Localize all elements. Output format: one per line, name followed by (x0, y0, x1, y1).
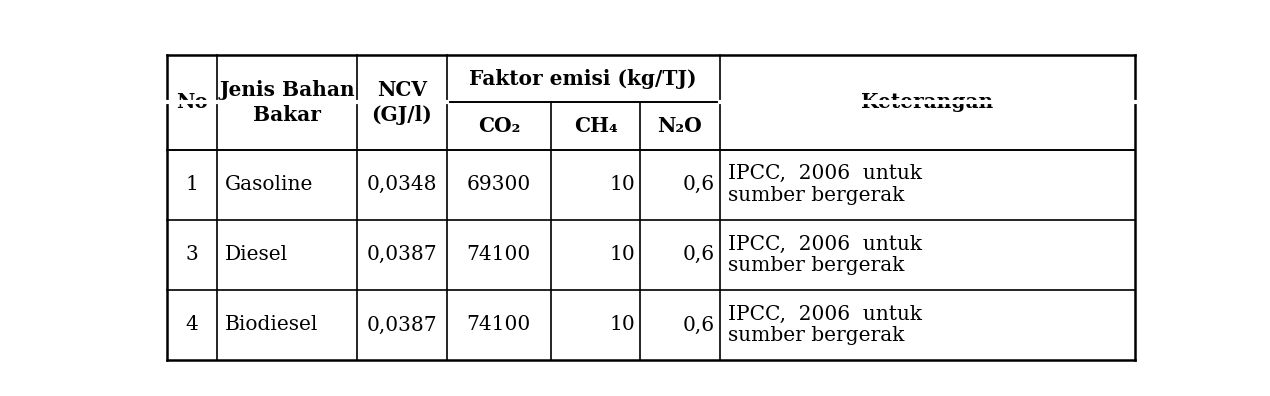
Text: sumber bergerak: sumber bergerak (728, 186, 904, 205)
Text: 1: 1 (185, 175, 198, 194)
Text: 69300: 69300 (466, 175, 531, 194)
Text: 74100: 74100 (466, 316, 531, 335)
Text: N₂O: N₂O (658, 116, 702, 136)
Text: 0,0387: 0,0387 (367, 246, 437, 265)
Text: NCV: NCV (377, 80, 427, 100)
Text: Jenis Bahan: Jenis Bahan (220, 80, 356, 100)
Text: 10: 10 (610, 316, 635, 335)
Text: 0,6: 0,6 (682, 175, 715, 194)
Text: (GJ/l): (GJ/l) (372, 105, 432, 125)
Text: 3: 3 (185, 246, 198, 265)
Text: Diesel: Diesel (225, 246, 288, 265)
Text: 10: 10 (610, 175, 635, 194)
Text: Gasoline: Gasoline (225, 175, 314, 194)
Text: 0,6: 0,6 (682, 316, 715, 335)
Text: Faktor emisi (kg/TJ): Faktor emisi (kg/TJ) (470, 69, 697, 89)
Text: sumber bergerak: sumber bergerak (728, 326, 904, 345)
Text: 10: 10 (610, 246, 635, 265)
Text: 0,0387: 0,0387 (367, 316, 437, 335)
Text: Biodiesel: Biodiesel (225, 316, 319, 335)
Text: Keterangan: Keterangan (861, 92, 993, 112)
Text: IPCC,  2006  untuk: IPCC, 2006 untuk (728, 234, 922, 253)
Text: CO₂: CO₂ (478, 116, 519, 136)
Text: sumber bergerak: sumber bergerak (728, 256, 904, 275)
Text: No: No (175, 92, 208, 112)
Text: 0,6: 0,6 (682, 246, 715, 265)
Text: 0,0348: 0,0348 (367, 175, 437, 194)
Text: 4: 4 (185, 316, 198, 335)
Text: Bakar: Bakar (253, 105, 321, 125)
Text: IPCC,  2006  untuk: IPCC, 2006 untuk (728, 305, 922, 324)
Text: 74100: 74100 (466, 246, 531, 265)
Text: IPCC,  2006  untuk: IPCC, 2006 untuk (728, 164, 922, 183)
Text: CH₄: CH₄ (574, 116, 617, 136)
